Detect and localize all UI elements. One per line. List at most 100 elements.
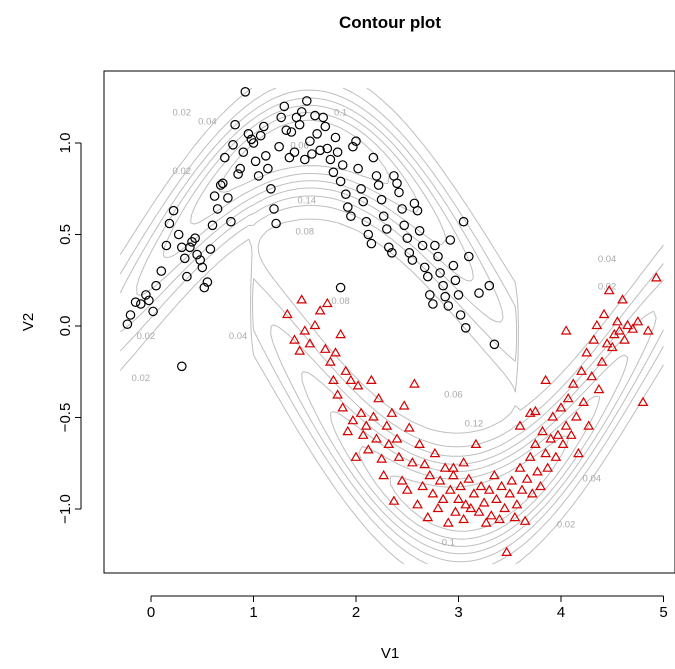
x-tick-label: 0 [147,604,155,621]
data-point-triangle [586,371,598,381]
data-point-circle [136,299,146,309]
data-point-triangle [342,425,354,436]
data-point-circle [286,127,297,137]
data-point-triangle [406,457,418,467]
data-point-triangle [396,475,408,485]
data-point-circle [233,169,243,179]
x-tick-label: 5 [659,604,667,621]
contour-label: 0.04 [198,117,217,128]
data-point-circle [335,176,346,187]
data-point-circle [445,235,456,245]
data-point-triangle [650,272,662,282]
data-point-circle [226,216,236,227]
contour-line [119,87,664,565]
data-point-circle [144,295,154,306]
data-point-circle [141,290,151,300]
data-point-triangle [398,400,410,410]
data-point-circle [228,140,238,150]
data-point-triangle [550,451,562,461]
data-point-triangle [562,393,574,403]
contour-line [119,89,664,563]
data-point-triangle [614,325,625,335]
contour-label: 0.02 [132,373,151,384]
data-point-triangle [337,402,349,412]
data-point-circle [392,178,402,189]
data-point-circle [253,171,264,181]
data-point-circle [122,319,133,329]
data-point-circle [258,121,269,132]
data-point-circle [301,96,312,106]
data-point-circle [337,160,348,170]
data-point-circle [383,242,394,253]
data-point-circle [177,361,187,372]
data-point-circle [373,180,384,190]
data-point-triangle [627,323,639,333]
data-point-circle [263,163,273,174]
data-point-triangle [598,308,610,319]
data-point-triangle [473,506,485,516]
data-point-circle [387,248,397,258]
data-point-triangle [383,438,395,448]
data-point-circle [351,136,361,146]
data-point-triangle [319,343,331,353]
data-point-circle [381,224,392,234]
data-point-triangle [526,488,538,498]
data-point-circle [307,149,317,159]
data-point-triangle [535,480,546,491]
contour-lines [119,87,664,565]
data-point-circle [397,204,407,214]
data-point-circle [274,141,284,152]
data-point-triangle [565,429,577,439]
y-tick-label: −1.0 [57,494,74,524]
data-point-circle [296,107,307,117]
data-point-circle [279,101,290,112]
x-axis-label: V1 [381,645,399,662]
data-point-triangle [296,294,308,304]
data-point-circle [399,220,409,231]
data-point-circle [248,138,259,148]
data-point-triangle [360,420,372,430]
contour-label: 0.04 [229,331,248,342]
data-point-triangle [388,495,400,505]
data-point-circle [428,299,438,309]
data-point-triangle [458,513,470,524]
data-point-triangle [557,438,569,448]
data-point-circle [433,251,443,262]
data-point-triangle [412,499,423,509]
contour-labels: 0.02 0.02 0.02 0.02 0.04 0.04 0.06 0.08 0.08 0.1 0… [132,108,617,549]
data-point-triangle [417,480,429,491]
data-point-circle [430,240,440,251]
x-tick-label: 2 [352,604,360,621]
contour-line [119,87,664,565]
data-point-triangle [328,374,339,384]
y-tick-label: 0.5 [57,224,74,245]
data-point-circle [460,322,471,333]
data-point-triangle [419,458,431,469]
data-point-circle [448,260,459,271]
data-point-circle [435,268,445,278]
data-point-circle [455,310,466,320]
data-point-circle [322,143,333,154]
data-point-circle [281,125,292,135]
data-point-triangle [330,347,341,357]
contour-label: 0.02 [598,281,617,292]
contour-label: 0.1 [334,108,347,119]
data-point-circle [235,163,245,174]
data-point-triangle [532,466,543,476]
data-point-triangle [511,499,523,509]
data-point-circle [271,218,281,229]
contour-label: 0.06 [444,389,463,400]
data-point-circle [212,204,223,214]
data-point-triangle [376,453,388,463]
data-point-triangle [516,484,528,494]
data-point-triangle [444,484,456,494]
data-point-circle [484,280,495,291]
data-point-triangle [488,469,500,480]
x-tick-label: 4 [557,604,565,621]
data-point-circle [289,147,300,157]
data-point-triangle [309,319,321,330]
data-point-circle [440,291,450,302]
data-point-triangle [281,308,293,319]
data-point-triangle [393,451,405,461]
data-point-triangle [632,316,644,326]
